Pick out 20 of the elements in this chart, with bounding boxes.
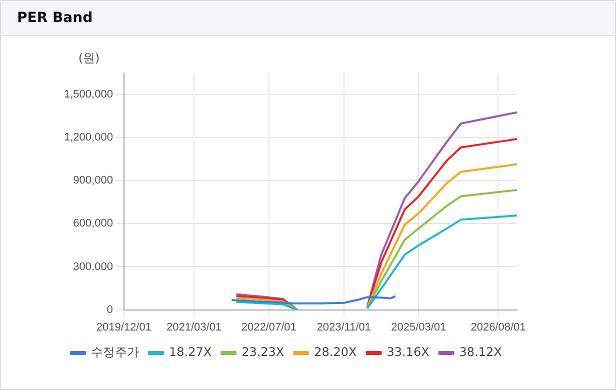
y-tick-label: 300,000 xyxy=(73,260,113,273)
legend-label: 18.27X xyxy=(169,345,212,360)
legend-label: 38.12X xyxy=(459,345,502,360)
y-axis-title: (원) xyxy=(78,51,100,66)
y-tick-label: 1,200,000 xyxy=(64,132,113,144)
y-tick-label: 1,500,000 xyxy=(64,88,113,101)
legend-label: 28.20X xyxy=(314,345,357,360)
x-tick-label: 2023/11/01 xyxy=(316,321,372,334)
legend-label: 33.16X xyxy=(386,345,430,360)
legend-label: 수정주가 xyxy=(91,345,139,360)
chart-title: PER Band xyxy=(1,1,615,36)
legend-label: 23.23X xyxy=(242,345,284,360)
y-tick-label: 0 xyxy=(106,304,113,316)
x-tick-label: 2022/07/01 xyxy=(241,321,296,334)
x-tick-label: 2026/08/01 xyxy=(470,321,526,334)
x-tick-label: 2021/03/01 xyxy=(166,321,222,334)
x-tick-label: 2019/12/01 xyxy=(96,321,152,334)
y-tick-label: 900,000 xyxy=(73,174,113,187)
x-tick-label: 2025/03/01 xyxy=(391,321,446,334)
y-tick-label: 600,000 xyxy=(73,218,113,230)
